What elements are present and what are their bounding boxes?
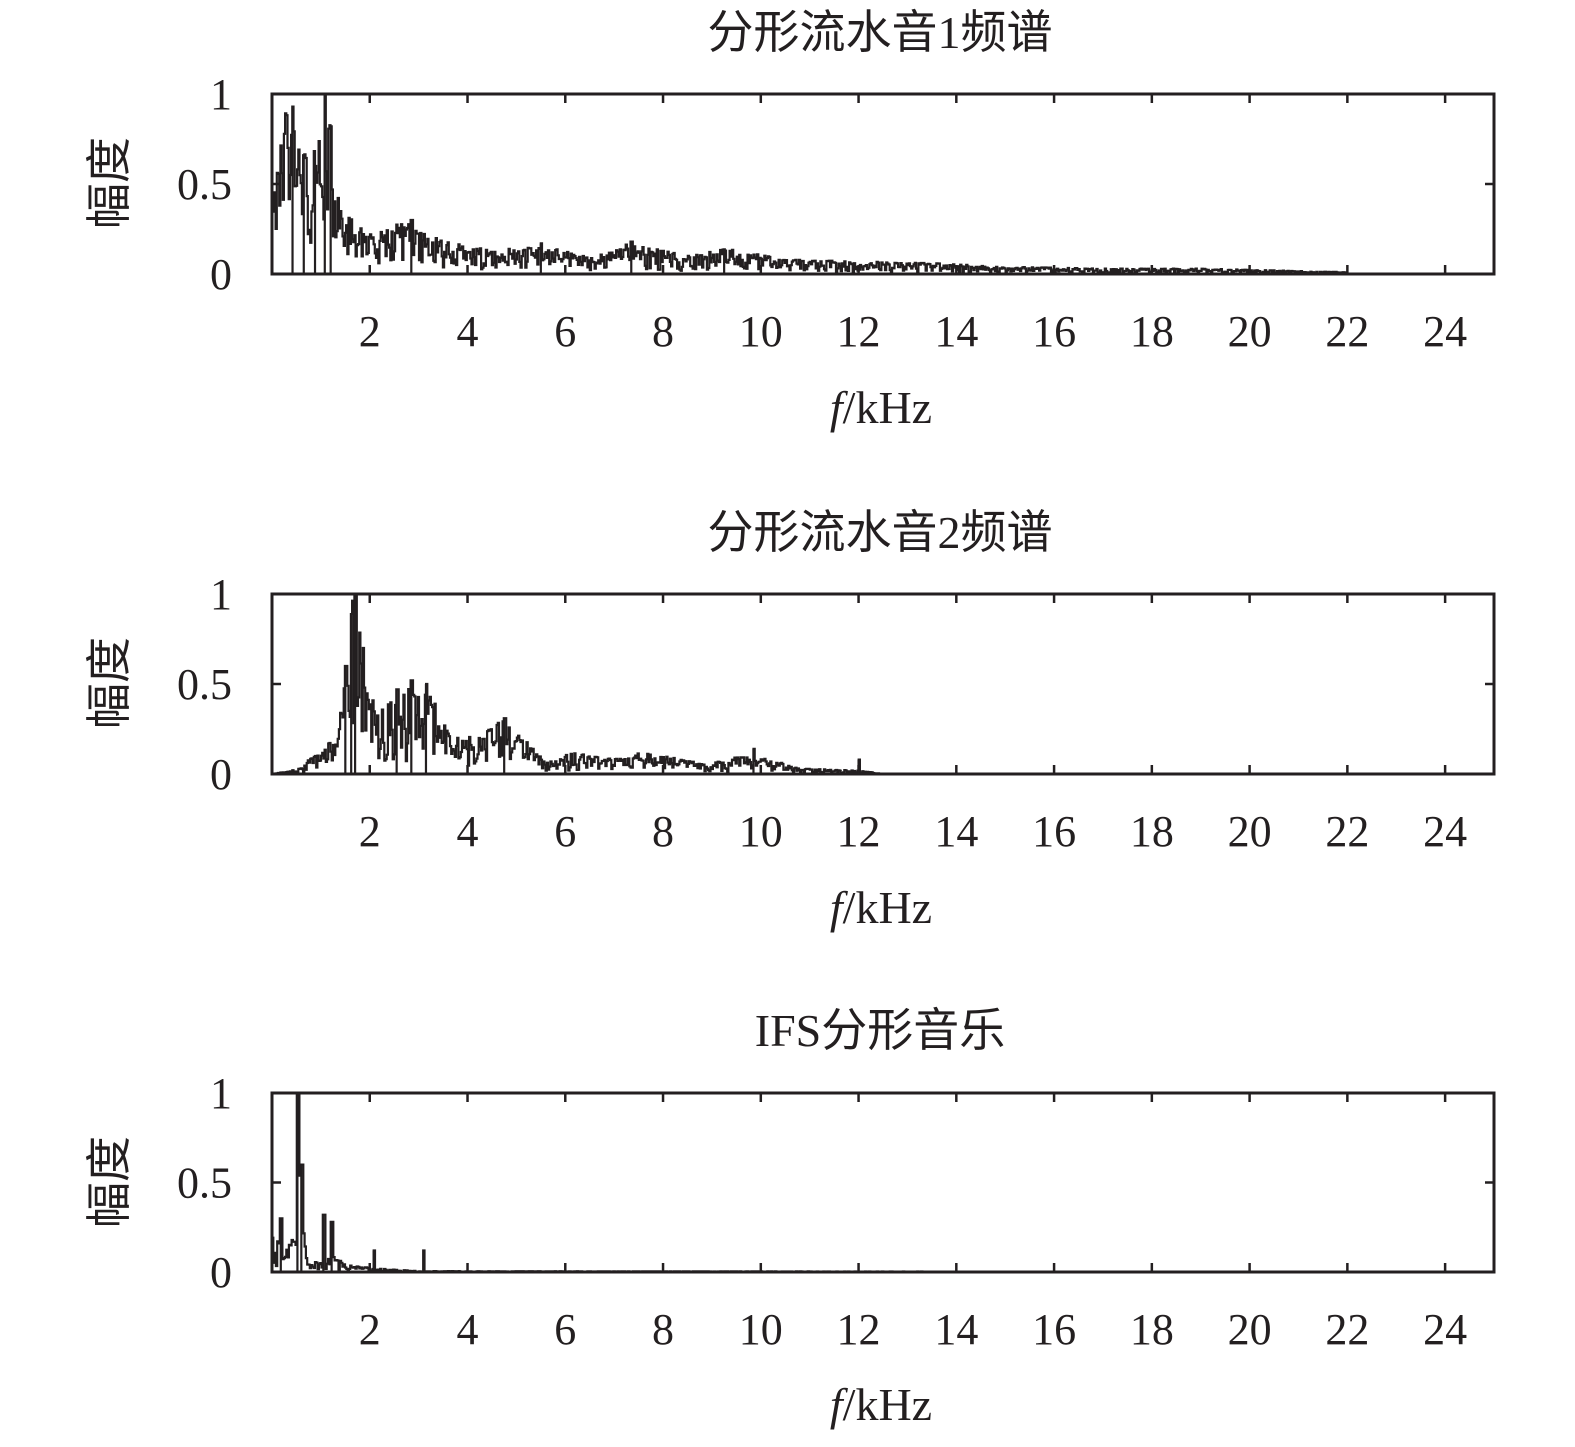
chart-title: 分形流水音1频谱 <box>708 7 1053 58</box>
x-tick-label: 4 <box>457 307 479 356</box>
x-tick-label: 12 <box>837 807 881 856</box>
x-tick-label: 8 <box>652 807 674 856</box>
x-tick-label: 14 <box>934 307 978 356</box>
x-axis-label-unit: /kHz <box>843 382 932 433</box>
x-tick-label: 14 <box>934 807 978 856</box>
x-tick-label: 12 <box>837 307 881 356</box>
x-tick-label: 4 <box>457 1305 479 1354</box>
x-tick-label: 8 <box>652 1305 674 1354</box>
x-tick-label: 8 <box>652 307 674 356</box>
x-tick-label: 4 <box>457 807 479 856</box>
x-axis-label: f/kHz <box>830 1379 932 1430</box>
y-axis-label: 幅度 <box>84 1136 135 1228</box>
x-tick-label: 16 <box>1032 1305 1076 1354</box>
chart-title: 分形流水音2频谱 <box>708 507 1053 558</box>
x-tick-label: 6 <box>554 1305 576 1354</box>
y-tick-label: 0 <box>210 750 232 799</box>
chart-title: IFS分形音乐 <box>755 1005 1005 1056</box>
y-tick-label: 0.5 <box>177 160 232 209</box>
spectrum-line <box>270 92 1349 275</box>
y-tick-label: 1 <box>210 1069 232 1118</box>
x-tick-label: 2 <box>359 307 381 356</box>
x-tick-label: 18 <box>1130 807 1174 856</box>
x-tick-label: 22 <box>1325 1305 1369 1354</box>
y-tick-label: 1 <box>210 70 232 119</box>
x-tick-label: 6 <box>554 307 576 356</box>
x-tick-label: 22 <box>1325 807 1369 856</box>
x-tick-label: 24 <box>1423 1305 1467 1354</box>
x-tick-label: 12 <box>837 1305 881 1354</box>
x-tick-label: 10 <box>739 307 783 356</box>
x-tick-label: 16 <box>1032 307 1076 356</box>
x-tick-label: 2 <box>359 807 381 856</box>
y-tick-label: 1 <box>210 570 232 619</box>
y-axis-label: 幅度 <box>84 137 135 229</box>
x-tick-label: 20 <box>1228 1305 1272 1354</box>
x-axis-label-unit: /kHz <box>843 1379 932 1430</box>
y-tick-label: 0.5 <box>177 1159 232 1208</box>
y-axis-label: 幅度 <box>84 637 135 729</box>
x-tick-label: 2 <box>359 1305 381 1354</box>
x-tick-label: 10 <box>739 807 783 856</box>
y-tick-label: 0 <box>210 1248 232 1297</box>
x-tick-label: 20 <box>1228 307 1272 356</box>
x-tick-label: 24 <box>1423 307 1467 356</box>
x-tick-label: 18 <box>1130 307 1174 356</box>
x-tick-label: 20 <box>1228 807 1272 856</box>
x-tick-label: 22 <box>1325 307 1369 356</box>
x-tick-label: 14 <box>934 1305 978 1354</box>
x-tick-label: 16 <box>1032 807 1076 856</box>
x-tick-label: 10 <box>739 1305 783 1354</box>
x-axis-label: f/kHz <box>830 882 932 933</box>
x-tick-label: 18 <box>1130 1305 1174 1354</box>
x-tick-label: 6 <box>554 807 576 856</box>
x-axis-label-unit: /kHz <box>843 882 932 933</box>
x-axis-label: f/kHz <box>830 382 932 433</box>
y-tick-label: 0.5 <box>177 660 232 709</box>
x-tick-label: 24 <box>1423 807 1467 856</box>
y-tick-label: 0 <box>210 250 232 299</box>
spectrum-marks <box>270 92 1349 275</box>
